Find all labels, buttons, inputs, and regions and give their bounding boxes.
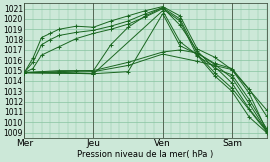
- X-axis label: Pression niveau de la mer( hPa ): Pression niveau de la mer( hPa ): [77, 150, 214, 159]
